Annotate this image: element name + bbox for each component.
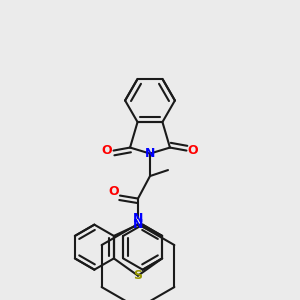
Text: N: N [133,212,143,225]
Text: O: O [188,144,198,157]
Text: O: O [109,184,119,198]
Text: S: S [134,269,142,282]
Text: N: N [145,147,155,160]
Text: O: O [102,144,112,157]
Text: N: N [133,218,143,231]
